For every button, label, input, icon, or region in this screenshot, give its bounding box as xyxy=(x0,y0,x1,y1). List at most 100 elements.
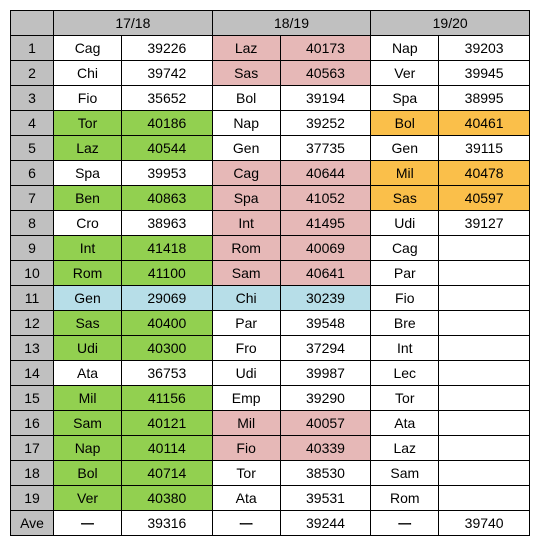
value-cell xyxy=(439,336,530,361)
table-row: 18Bol40714Tor38530Sam xyxy=(11,461,530,486)
value-cell: 37735 xyxy=(280,136,371,161)
team-cell: Cro xyxy=(54,211,122,236)
value-cell xyxy=(439,261,530,286)
value-cell: 41100 xyxy=(122,261,213,286)
value-cell: 40400 xyxy=(122,311,213,336)
team-cell: Gen xyxy=(212,136,280,161)
team-cell: Cag xyxy=(54,36,122,61)
table-row: 16Sam40121Mil40057Ata xyxy=(11,411,530,436)
table-row: 1Cag39226Laz40173Nap39203 xyxy=(11,36,530,61)
value-cell: 39203 xyxy=(439,36,530,61)
team-cell: Fro xyxy=(212,336,280,361)
value-cell xyxy=(439,311,530,336)
value-cell xyxy=(439,411,530,436)
table-row: 19Ver40380Ata39531Rom xyxy=(11,486,530,511)
team-cell: Int xyxy=(54,236,122,261)
value-cell: 40863 xyxy=(122,186,213,211)
value-cell: 39945 xyxy=(439,61,530,86)
table-row: 13Udi40300Fro37294Int xyxy=(11,336,530,361)
table-row: 8Cro38963Int41495Udi39127 xyxy=(11,211,530,236)
header-row: 17/18 18/19 19/20 xyxy=(11,11,530,36)
season-table: 17/18 18/19 19/20 1Cag39226Laz40173Nap39… xyxy=(10,10,530,536)
team-cell: Rom xyxy=(54,261,122,286)
team-cell: Par xyxy=(212,311,280,336)
table-row: 9Int41418Rom40069Cag xyxy=(11,236,530,261)
value-cell: 40186 xyxy=(122,111,213,136)
table-row: 12Sas40400Par39548Bre xyxy=(11,311,530,336)
value-cell: 39194 xyxy=(280,86,371,111)
value-cell: 39316 xyxy=(122,511,213,536)
row-number: 4 xyxy=(11,111,54,136)
team-cell: Sam xyxy=(212,261,280,286)
team-cell: Sas xyxy=(54,311,122,336)
value-cell: 39740 xyxy=(439,511,530,536)
season-header-2: 19/20 xyxy=(371,11,530,36)
team-cell: Laz xyxy=(54,136,122,161)
row-number: 1 xyxy=(11,36,54,61)
row-number: 16 xyxy=(11,411,54,436)
season-header-0: 17/18 xyxy=(54,11,213,36)
value-cell: 39115 xyxy=(439,136,530,161)
value-cell: 38995 xyxy=(439,86,530,111)
row-number: 19 xyxy=(11,486,54,511)
row-number: 7 xyxy=(11,186,54,211)
team-cell: Udi xyxy=(54,336,122,361)
row-number: 17 xyxy=(11,436,54,461)
team-cell: Fio xyxy=(54,86,122,111)
value-cell xyxy=(439,461,530,486)
row-number: 15 xyxy=(11,386,54,411)
value-cell xyxy=(439,436,530,461)
team-cell: Int xyxy=(212,211,280,236)
table-row: Aveー39316ー39244ー39740 xyxy=(11,511,530,536)
value-cell: 40641 xyxy=(280,261,371,286)
row-number: 10 xyxy=(11,261,54,286)
team-cell: Rom xyxy=(371,486,439,511)
team-cell: Ver xyxy=(54,486,122,511)
team-cell: Udi xyxy=(371,211,439,236)
table-row: 5Laz40544Gen37735Gen39115 xyxy=(11,136,530,161)
team-cell: Spa xyxy=(371,86,439,111)
value-cell: 39290 xyxy=(280,386,371,411)
team-cell: Cag xyxy=(212,161,280,186)
team-cell: Chi xyxy=(54,61,122,86)
row-number: 8 xyxy=(11,211,54,236)
value-cell: 41418 xyxy=(122,236,213,261)
value-cell: 40057 xyxy=(280,411,371,436)
value-cell: 36753 xyxy=(122,361,213,386)
value-cell xyxy=(439,236,530,261)
value-cell: 39742 xyxy=(122,61,213,86)
table-row: 4Tor40186Nap39252Bol40461 xyxy=(11,111,530,136)
value-cell: 40300 xyxy=(122,336,213,361)
table-row: 3Fio35652Bol39194Spa38995 xyxy=(11,86,530,111)
table-row: 15Mil41156Emp39290Tor xyxy=(11,386,530,411)
team-cell: Ata xyxy=(371,411,439,436)
team-cell: Udi xyxy=(212,361,280,386)
table-row: 17Nap40114Fio40339Laz xyxy=(11,436,530,461)
team-cell: Ver xyxy=(371,61,439,86)
value-cell: 40563 xyxy=(280,61,371,86)
team-cell: Sam xyxy=(54,411,122,436)
team-cell: ー xyxy=(212,511,280,536)
team-cell: Spa xyxy=(212,186,280,211)
team-cell: Nap xyxy=(54,436,122,461)
table-body: 1Cag39226Laz40173Nap392032Chi39742Sas405… xyxy=(11,36,530,536)
team-cell: Cag xyxy=(371,236,439,261)
team-cell: Nap xyxy=(212,111,280,136)
team-cell: Ata xyxy=(54,361,122,386)
row-number: 9 xyxy=(11,236,54,261)
value-cell: 39226 xyxy=(122,36,213,61)
team-cell: Sas xyxy=(212,61,280,86)
team-cell: Bre xyxy=(371,311,439,336)
value-cell xyxy=(439,386,530,411)
value-cell: 39244 xyxy=(280,511,371,536)
team-cell: Laz xyxy=(371,436,439,461)
team-cell: Tor xyxy=(371,386,439,411)
value-cell: 37294 xyxy=(280,336,371,361)
value-cell: 39252 xyxy=(280,111,371,136)
row-number: Ave xyxy=(11,511,54,536)
value-cell xyxy=(439,286,530,311)
value-cell: 40173 xyxy=(280,36,371,61)
corner-cell xyxy=(11,11,54,36)
row-number: 5 xyxy=(11,136,54,161)
table-row: 10Rom41100Sam40641Par xyxy=(11,261,530,286)
